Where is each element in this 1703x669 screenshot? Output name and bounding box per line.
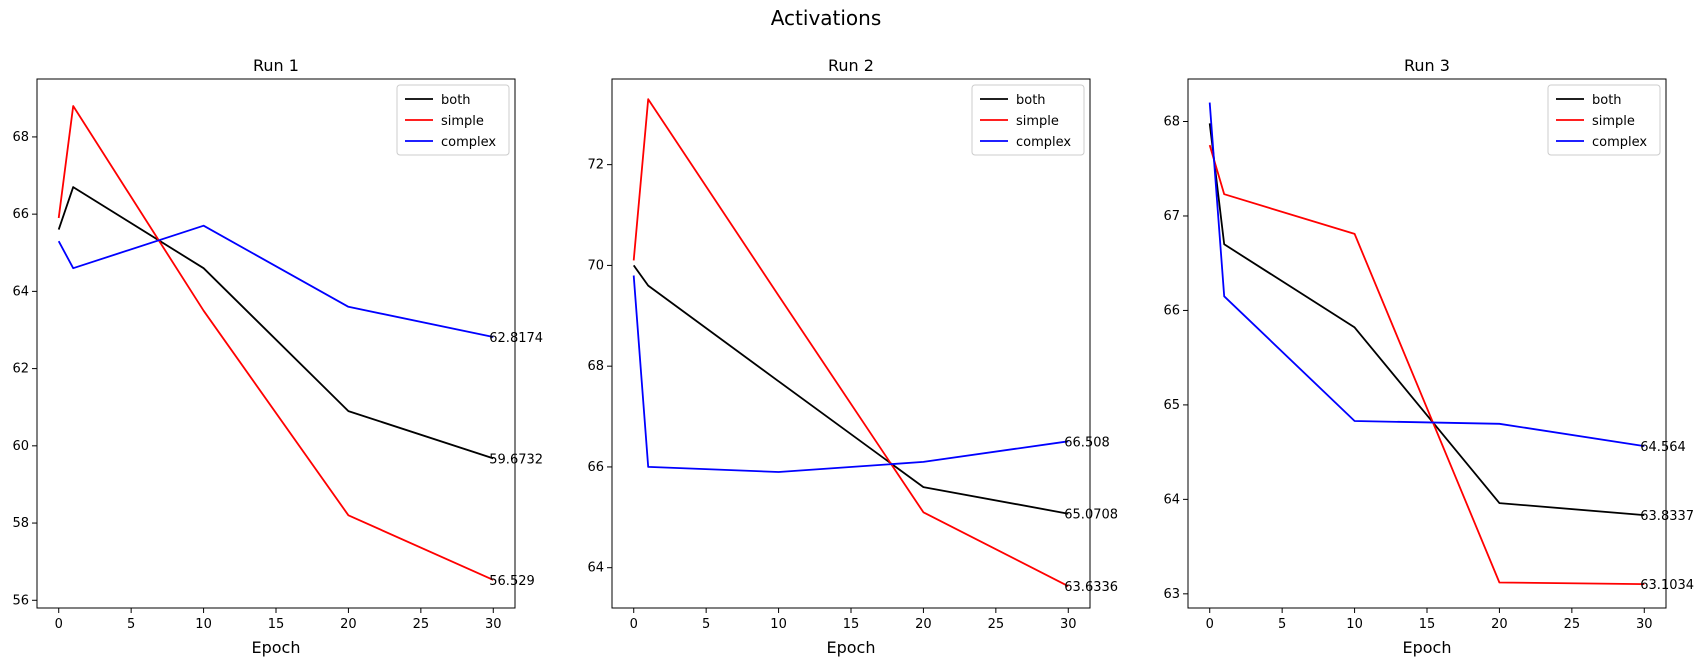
- x-axis-label: Epoch: [827, 638, 876, 657]
- x-tick-label: 20: [340, 617, 357, 632]
- series-line-simple: [57, 105, 494, 581]
- x-tick-label: 15: [843, 617, 860, 632]
- x-tick-label: 0: [1206, 617, 1214, 632]
- plot-frame: [36, 78, 516, 609]
- figure-title: Activations: [771, 6, 882, 30]
- y-tick-label: 56: [12, 593, 29, 608]
- y-tick-label: 60: [12, 439, 29, 454]
- chart-panel-1: Run 1 59.6732 56.529 62.8174 0 5 10 15 20 25 30 56 5…: [12, 56, 543, 657]
- legend: both simple complex: [396, 84, 510, 156]
- x-axis-label: Epoch: [252, 638, 301, 657]
- data-label-simple: 56.529: [489, 574, 534, 589]
- y-tick-label: 70: [587, 258, 604, 273]
- x-tick-label: 10: [1346, 617, 1363, 632]
- series-line-complex: [1208, 102, 1645, 447]
- chart-panel-2: Run 2 65.0708 63.6336 66.508 0 5 10 15 20 25 30 64 6…: [587, 56, 1118, 657]
- x-tick-label: 5: [127, 617, 135, 632]
- y-tick-label: 66: [1163, 303, 1180, 318]
- y-tick-label: 65: [1163, 398, 1180, 413]
- legend-label-both: both: [1592, 93, 1622, 108]
- y-tick-label: 68: [12, 130, 29, 145]
- data-label-complex: 62.8174: [489, 331, 543, 346]
- legend: both simple complex: [971, 84, 1085, 156]
- y-tick-label: 66: [587, 460, 604, 475]
- data-label-both: 59.6732: [489, 452, 543, 467]
- x-tick-label: 20: [1491, 617, 1508, 632]
- y-tick-label: 63: [1163, 587, 1180, 602]
- legend-label-both: both: [1016, 93, 1046, 108]
- y-tick-label: 66: [12, 207, 29, 222]
- legend-label-complex: complex: [441, 135, 496, 150]
- chart-title: Run 3: [1404, 56, 1450, 75]
- data-label-both: 65.0708: [1064, 508, 1118, 523]
- legend-box: [971, 84, 1085, 156]
- y-tick-label: 58: [12, 516, 29, 531]
- legend-label-simple: simple: [1592, 114, 1635, 129]
- x-tick-label: 15: [268, 617, 285, 632]
- data-label-both: 63.8337: [1640, 509, 1694, 524]
- legend-label-complex: complex: [1016, 135, 1071, 150]
- y-tick-label: 68: [587, 359, 604, 374]
- legend-label-complex: complex: [1592, 135, 1647, 150]
- x-tick-label: 15: [1419, 617, 1436, 632]
- x-tick-label: 30: [1060, 617, 1077, 632]
- x-tick-label: 25: [988, 617, 1005, 632]
- legend: both simple complex: [1547, 84, 1661, 156]
- x-tick-label: 30: [485, 617, 502, 632]
- data-label-simple: 63.6336: [1064, 580, 1118, 595]
- series-line-both: [632, 264, 1069, 515]
- x-tick-label: 0: [630, 617, 638, 632]
- y-tick-label: 67: [1163, 209, 1180, 224]
- legend-box: [1547, 84, 1661, 156]
- series-line-complex: [57, 224, 494, 338]
- y-tick-label: 62: [12, 362, 29, 377]
- y-tick-label: 64: [587, 561, 604, 576]
- x-axis-label: Epoch: [1403, 638, 1452, 657]
- series-line-simple: [632, 98, 1069, 588]
- y-tick-label: 64: [12, 284, 29, 299]
- x-tick-label: 5: [702, 617, 710, 632]
- data-label-complex: 66.508: [1064, 435, 1110, 450]
- legend-label-simple: simple: [1016, 114, 1059, 129]
- plot-frame: [611, 78, 1091, 609]
- x-tick-label: 10: [770, 617, 787, 632]
- y-tick-label: 72: [587, 158, 604, 173]
- series-line-both: [57, 186, 494, 460]
- y-tick-label: 68: [1163, 115, 1180, 130]
- chart-panel-3: Run 3 63.8337 63.1034 64.564 0 5 10 15 20 25 30 63 6…: [1163, 56, 1694, 657]
- legend-label-simple: simple: [441, 114, 484, 129]
- chart-title: Run 1: [253, 56, 299, 75]
- x-tick-label: 30: [1636, 617, 1653, 632]
- series-line-simple: [1208, 144, 1645, 585]
- series-line-complex: [632, 275, 1069, 473]
- legend-label-both: both: [441, 93, 471, 108]
- x-tick-label: 20: [915, 617, 932, 632]
- data-label-simple: 63.1034: [1640, 578, 1694, 593]
- x-tick-label: 25: [413, 617, 430, 632]
- legend-box: [396, 84, 510, 156]
- series-line-both: [1208, 123, 1645, 516]
- x-tick-label: 10: [195, 617, 212, 632]
- chart-title: Run 2: [828, 56, 874, 75]
- x-tick-label: 25: [1564, 617, 1581, 632]
- x-tick-label: 5: [1278, 617, 1286, 632]
- y-tick-label: 64: [1163, 492, 1180, 507]
- plot-frame: [1187, 78, 1667, 609]
- x-tick-label: 0: [55, 617, 63, 632]
- data-label-complex: 64.564: [1640, 440, 1686, 455]
